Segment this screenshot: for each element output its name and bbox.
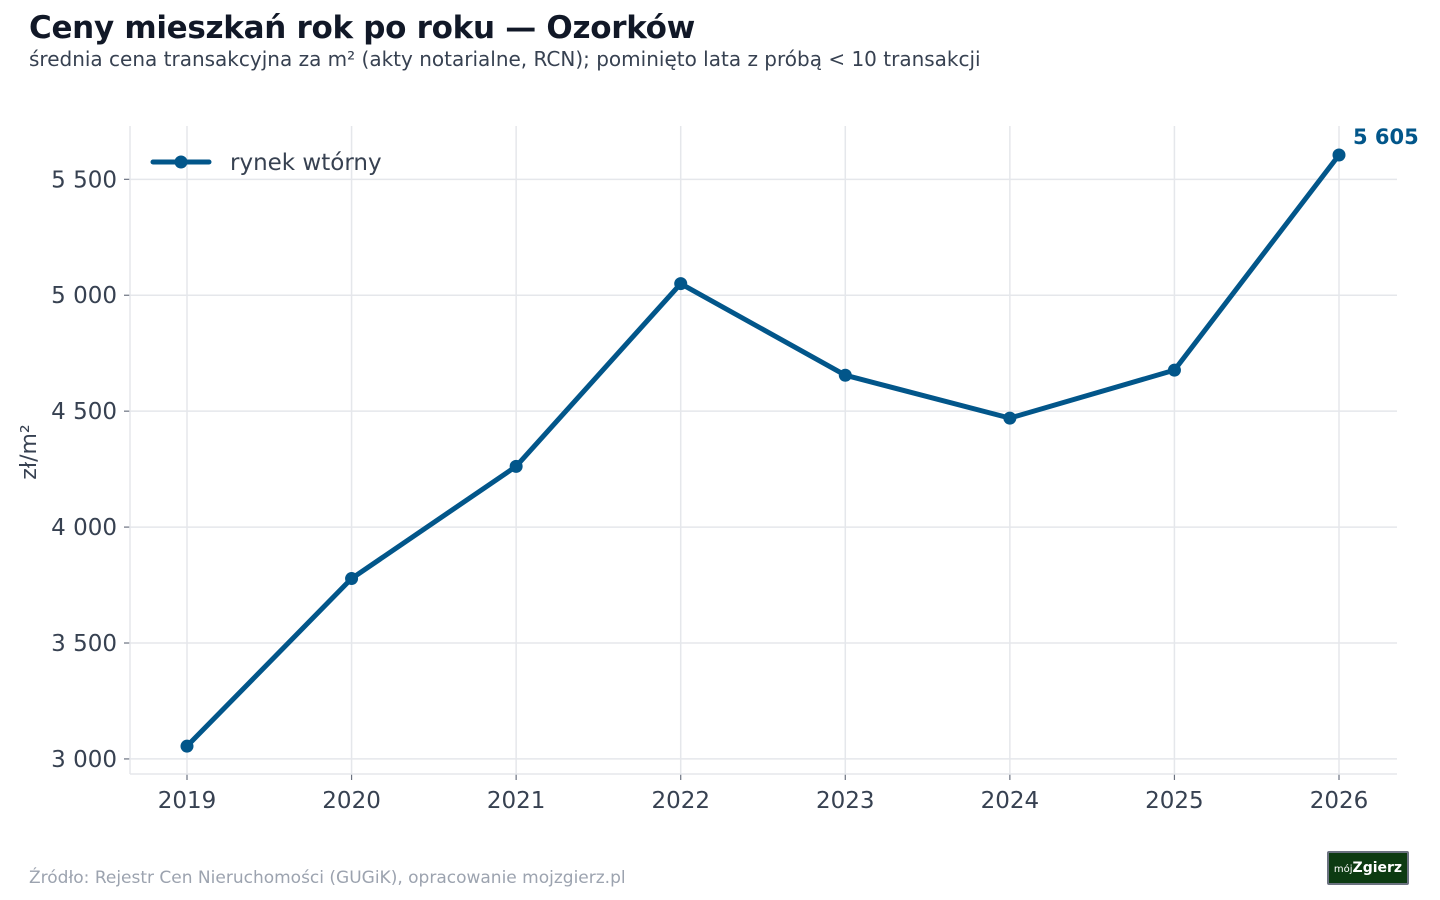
- data-point: [674, 277, 688, 291]
- x-tick-label: 2020: [322, 788, 381, 814]
- axes: 3 000 3 500 4 000 4 500 5 000 5 500 2019 2020 20…: [17, 126, 1397, 814]
- data-point: [509, 459, 523, 473]
- y-tick-label: 3 500: [51, 631, 117, 657]
- data-point: [838, 368, 852, 382]
- y-tick-label: 4 000: [51, 515, 117, 541]
- series-line: [184, 152, 1342, 749]
- legend: rynek wtórny: [150, 150, 382, 176]
- x-tick-label: 2021: [487, 788, 546, 814]
- last-value-label: 5 605: [1353, 125, 1419, 149]
- y-tick-label: 4 500: [51, 399, 117, 425]
- y-axis-label: zł/m²: [17, 424, 42, 479]
- legend-swatch-marker: [174, 155, 188, 169]
- logo-small-text: mój: [1333, 864, 1353, 875]
- site-logo[interactable]: mój Zgierz: [1327, 851, 1409, 885]
- data-point: [1003, 411, 1017, 425]
- data-point: [345, 572, 359, 586]
- source-note: Źródło: Rejestr Cen Nieruchomości (GUGiK…: [29, 868, 626, 888]
- x-tick-label: 2025: [1145, 788, 1204, 814]
- y-tick-label: 5 500: [51, 167, 117, 193]
- grid: [130, 126, 1397, 774]
- y-tick-label: 5 000: [51, 283, 117, 309]
- data-point: [1167, 363, 1181, 377]
- logo-big-text: Zgierz: [1352, 860, 1403, 876]
- legend-label: rynek wtórny: [230, 150, 382, 176]
- x-tick-label: 2026: [1310, 788, 1369, 814]
- x-tick-label: 2022: [651, 788, 710, 814]
- x-tick-label: 2023: [816, 788, 875, 814]
- x-tick-label: 2024: [981, 788, 1040, 814]
- series: 5 605: [180, 125, 1419, 753]
- y-tick-label: 3 000: [51, 747, 117, 773]
- chart-title: Ceny mieszkań rok po roku — Ozorków: [29, 10, 696, 46]
- data-point: [180, 739, 194, 753]
- data-point: [1332, 148, 1346, 162]
- chart-subtitle: średnia cena transakcyjna za m² (akty no…: [29, 47, 981, 71]
- x-tick-label: 2019: [158, 788, 217, 814]
